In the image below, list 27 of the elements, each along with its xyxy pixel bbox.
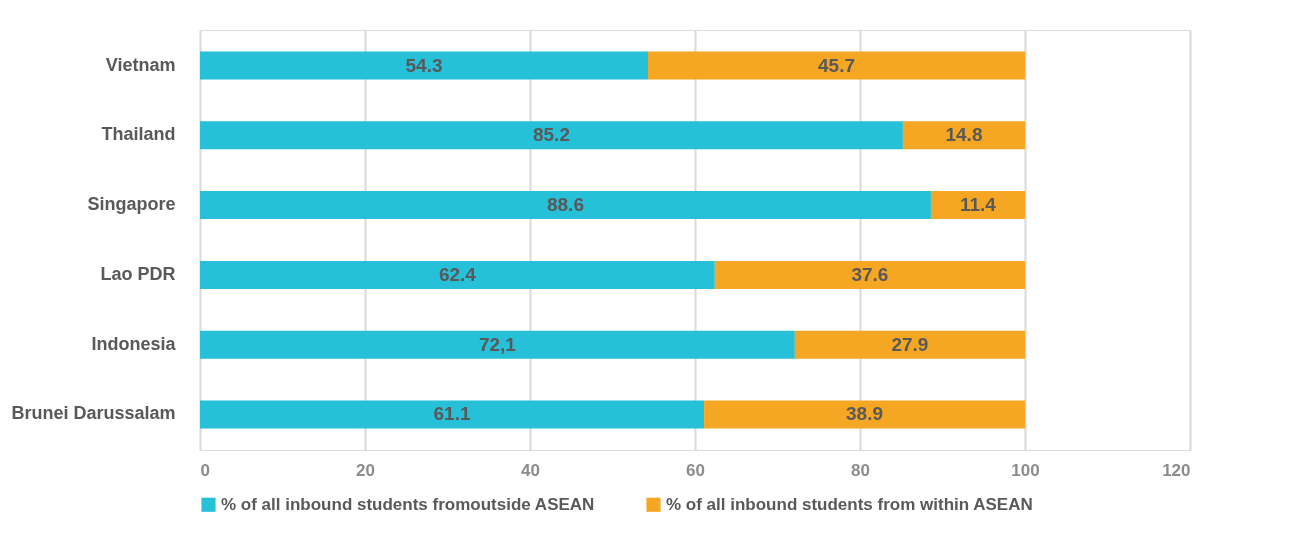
- data-label: 27.9: [891, 333, 929, 355]
- y-tick-label: Brunei Darussalam: [11, 403, 176, 424]
- data-label: 54.3: [405, 54, 443, 76]
- x-tick-label: 60: [686, 460, 705, 480]
- data-label: 14.8: [945, 124, 983, 146]
- legend-label: % of all inbound students from within ASEAN: [666, 494, 1033, 514]
- y-tick-label: Thailand: [101, 124, 176, 145]
- data-label: 61.1: [433, 403, 471, 425]
- y-tick-label: Indonesia: [91, 333, 177, 354]
- data-label: 85.2: [532, 124, 570, 146]
- data-label: 11.4: [960, 194, 997, 216]
- x-tick-label: 0: [200, 460, 210, 480]
- data-label: 37.6: [851, 263, 889, 285]
- data-label: 88.6: [546, 194, 584, 216]
- data-label: 38.9: [846, 403, 884, 425]
- x-tick-label: 80: [851, 460, 870, 480]
- data-label: 72,1: [478, 333, 517, 355]
- x-tick-label: 40: [521, 460, 540, 480]
- data-label: 45.7: [818, 54, 855, 76]
- y-tick-label: Vietnam: [105, 54, 176, 75]
- y-tick-label: Singapore: [87, 194, 176, 215]
- legend-label: % of all inbound students fromoutside ASEAN: [221, 494, 595, 514]
- y-tick-label: Lao PDR: [100, 263, 176, 284]
- data-label: 62.4: [438, 263, 477, 285]
- x-tick-label: 120: [1162, 460, 1191, 480]
- x-tick-label: 100: [1011, 460, 1040, 480]
- x-tick-label: 20: [356, 460, 375, 480]
